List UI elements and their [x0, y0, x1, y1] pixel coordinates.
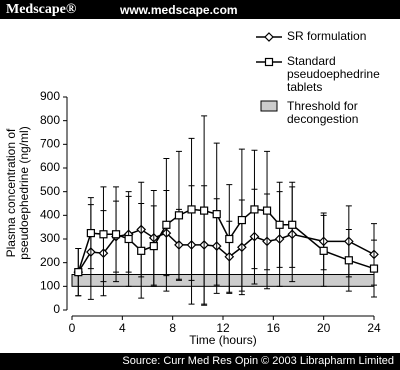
x-tick-label: 16 [267, 321, 281, 335]
x-tick-label: 0 [69, 321, 76, 335]
legend-swatch [260, 100, 278, 112]
y-tick-label: 0 [53, 302, 60, 316]
marker [124, 234, 133, 244]
marker [212, 210, 221, 219]
x-axis-label: Time (hours) [189, 333, 257, 347]
url: www.medscape.com [120, 3, 238, 17]
marker [74, 268, 83, 277]
brand: Medscape® [6, 2, 77, 17]
threshold-band [71, 274, 375, 287]
y-tick-label: 700 [40, 137, 60, 151]
legend-marker [264, 32, 274, 42]
marker [225, 234, 234, 244]
marker [250, 205, 259, 214]
x-tick-label: 24 [367, 321, 381, 335]
legend-label: Standard pseudoephedrine tablets [287, 54, 380, 94]
y-tick-label: 100 [40, 279, 60, 293]
y-tick-label: 400 [40, 208, 60, 222]
marker [162, 220, 171, 229]
marker [319, 246, 328, 255]
y-axis-label: Plasma concentration of pseudoephedrine … [4, 126, 31, 260]
header-bar: Medscape® www.medscape.com [0, 0, 400, 19]
y-tick-label: 300 [40, 231, 60, 245]
x-tick-label: 4 [119, 321, 126, 335]
legend-label: Threshold for decongestion [287, 99, 359, 126]
marker [86, 228, 95, 238]
legend-label: SR formulation [287, 29, 367, 43]
y-tick-label: 500 [40, 184, 60, 198]
x-tick-label: 20 [317, 321, 331, 335]
marker [275, 220, 284, 229]
marker [288, 220, 297, 229]
x-tick-label: 12 [216, 321, 230, 335]
marker [149, 242, 158, 251]
marker [344, 256, 353, 265]
y-tick-label: 800 [40, 113, 60, 127]
marker [200, 206, 209, 215]
marker [237, 215, 246, 225]
footer-bar: Source: Curr Med Res Opin © 2003 Libraph… [0, 353, 400, 370]
marker [369, 264, 379, 273]
marker [111, 230, 121, 239]
source: Source: Curr Med Res Opin © 2003 Libraph… [122, 355, 394, 367]
marker [187, 205, 196, 214]
y-tick-label: 600 [40, 160, 60, 174]
marker [262, 206, 272, 215]
y-tick-label: 200 [40, 255, 60, 269]
marker [99, 230, 108, 239]
y-tick-label: 900 [40, 89, 60, 103]
marker [174, 211, 184, 220]
legend-marker [264, 57, 274, 67]
x-tick-label: 8 [169, 321, 176, 335]
marker [137, 246, 146, 255]
